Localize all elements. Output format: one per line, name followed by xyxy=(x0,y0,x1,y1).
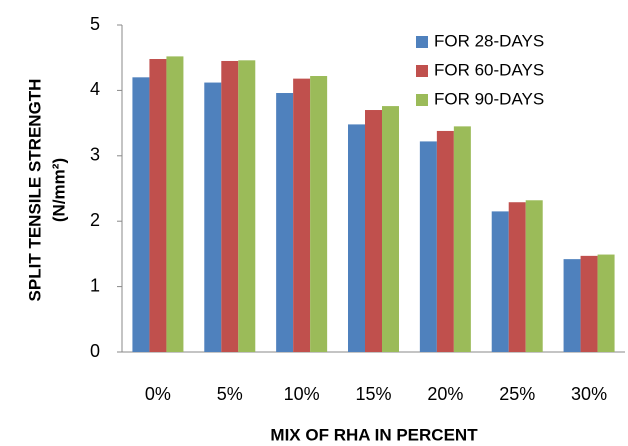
bar xyxy=(563,259,581,352)
bar xyxy=(238,60,256,352)
bar xyxy=(149,59,167,353)
bar xyxy=(419,141,437,352)
bar xyxy=(597,254,615,352)
bar xyxy=(204,82,222,352)
bar xyxy=(365,110,382,353)
x-tick-label: 20% xyxy=(427,384,463,404)
bar xyxy=(348,124,365,353)
y-tick-label: 0 xyxy=(90,341,100,361)
x-axis-label: MIX OF RHA IN PERCENT xyxy=(270,425,478,444)
y-axis-label: (N/mm²) xyxy=(49,158,68,222)
bar xyxy=(436,130,454,352)
legend-swatch xyxy=(416,94,428,106)
bar xyxy=(508,202,526,352)
y-tick-label: 4 xyxy=(90,79,100,99)
y-axis-label: SPLIT TENSILE STRENGTH xyxy=(25,79,44,302)
x-tick-label: 5% xyxy=(217,384,243,404)
y-tick-label: 3 xyxy=(90,145,100,165)
y-tick-label: 1 xyxy=(90,275,100,295)
bar xyxy=(132,77,150,352)
x-tick-label: 10% xyxy=(284,384,320,404)
bar xyxy=(382,106,399,352)
x-tick-label: 15% xyxy=(355,384,391,404)
bar xyxy=(293,78,311,353)
legend-swatch xyxy=(416,65,428,77)
bar xyxy=(453,126,471,353)
x-tick-label: 0% xyxy=(145,384,171,404)
legend-label: FOR 28-DAYS xyxy=(434,31,544,50)
bar xyxy=(166,56,184,352)
legend-label: FOR 60-DAYS xyxy=(434,60,544,79)
bar xyxy=(310,76,328,353)
bar xyxy=(221,60,239,352)
legend-swatch xyxy=(416,36,428,48)
legend-label: FOR 90-DAYS xyxy=(434,89,544,108)
x-tick-label: 30% xyxy=(571,384,607,404)
bar xyxy=(580,255,598,352)
bar xyxy=(525,200,543,352)
y-tick-label: 5 xyxy=(90,14,100,34)
y-tick-label: 2 xyxy=(90,210,100,230)
bar xyxy=(276,93,294,353)
bar xyxy=(491,211,509,352)
x-tick-label: 25% xyxy=(499,384,535,404)
